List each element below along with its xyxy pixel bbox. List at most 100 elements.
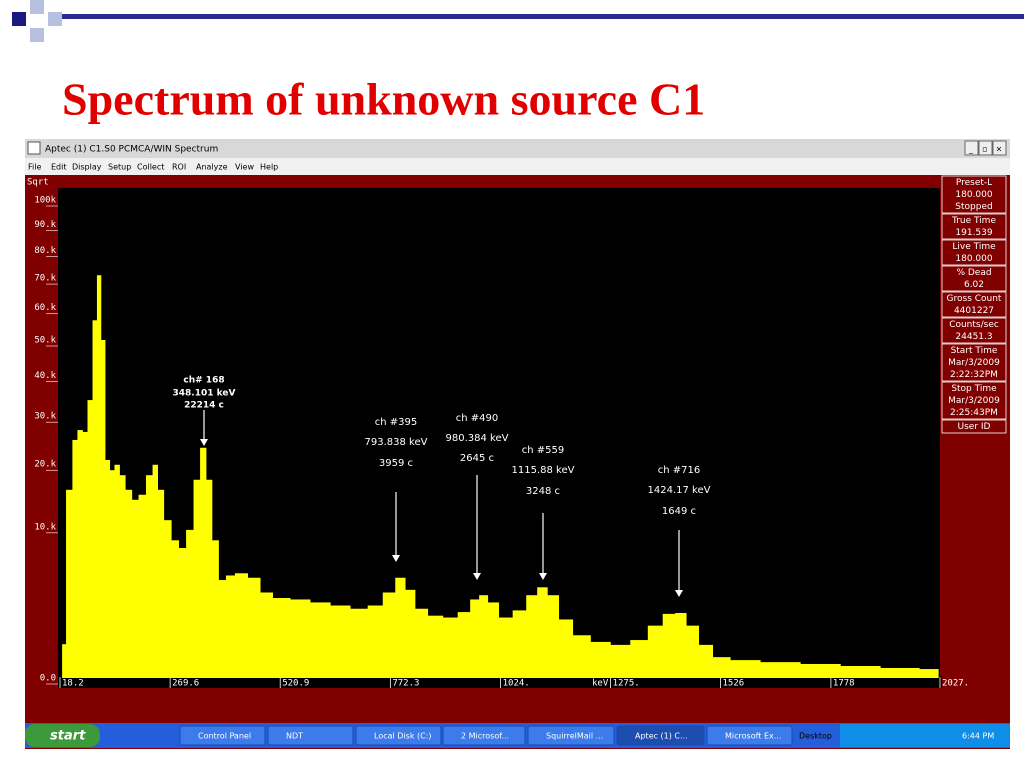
spectrum-bar	[105, 459, 111, 678]
side-text: Mar/3/2009	[948, 396, 1000, 406]
task-button[interactable]	[179, 725, 266, 746]
side-text: 6.02	[964, 280, 984, 290]
arrow-head	[473, 573, 481, 580]
side-text: Stop Time	[951, 384, 997, 394]
spectrum-bar	[72, 439, 78, 678]
task-button[interactable]	[267, 725, 354, 746]
spectrum-bar	[760, 662, 801, 678]
menu-bar	[25, 158, 1010, 175]
side-cell	[941, 343, 1007, 382]
title-bar	[25, 139, 1010, 158]
x-tick-label: 18.2	[62, 679, 84, 689]
start-button[interactable]	[25, 724, 100, 747]
spectrum-bar	[310, 602, 331, 678]
spectrum-bar	[77, 430, 83, 678]
task-button[interactable]	[527, 725, 615, 746]
menu-item[interactable]: Collect	[137, 163, 164, 172]
task-label: Aptec (1) C...	[635, 732, 688, 741]
task-button[interactable]	[355, 725, 442, 746]
annotation-text: ch #490	[456, 413, 498, 424]
spectrum-bar	[610, 644, 631, 678]
spectrum-bar	[260, 592, 273, 678]
menu-item[interactable]: View	[235, 163, 254, 172]
annotation-text: 1424.17 keV	[648, 485, 711, 496]
menu-item[interactable]: Edit	[51, 163, 67, 172]
tray	[840, 724, 1010, 747]
spectrum-bar	[138, 494, 147, 678]
arrow-head	[392, 555, 400, 562]
task-button[interactable]	[442, 725, 526, 746]
menu: File Edit Display Setup Collect ROI Analyze Vie…	[28, 163, 278, 172]
spectrum-bar	[414, 608, 429, 678]
minimize[interactable]	[964, 140, 979, 156]
side-cell	[941, 265, 1007, 292]
x-axis-label: keV	[592, 679, 609, 689]
menu-item[interactable]: Help	[260, 163, 278, 172]
slide-title: Spectrum of unknown source C1	[62, 74, 705, 125]
spectrum-bar	[163, 520, 172, 678]
side-text: Live Time	[952, 242, 996, 252]
spectrum-bar	[152, 464, 159, 678]
task-button[interactable]	[706, 725, 793, 746]
spectrum-bar	[590, 641, 611, 678]
spectrum-bar	[109, 470, 115, 678]
menu-item[interactable]: File	[28, 163, 41, 172]
spectrum-bar	[526, 595, 538, 678]
side-cell	[941, 317, 1007, 344]
spectrum-bar	[96, 275, 102, 678]
menu-item[interactable]: Display	[72, 163, 102, 172]
side-cell	[941, 213, 1007, 240]
spectrum-bar	[234, 573, 249, 678]
restore[interactable]	[978, 140, 993, 156]
side-text: 2:22:32PM	[950, 370, 998, 380]
restore-glyph: ▫	[982, 145, 987, 154]
x-tick-label: 772.3	[392, 679, 419, 689]
side-text: Stopped	[955, 202, 992, 212]
spectrum-bar	[712, 657, 731, 678]
y-tick-label: 60.k	[34, 303, 56, 313]
y-tick-label: 90.k	[34, 220, 56, 230]
spectrum-bar	[225, 575, 236, 678]
spectrum-bar	[698, 644, 714, 678]
decor	[30, 28, 44, 42]
y-tick-label: 40.k	[34, 371, 56, 381]
close[interactable]	[992, 140, 1007, 156]
task-button[interactable]	[616, 725, 705, 746]
annotation-text: 2645 c	[460, 453, 494, 464]
side-text: True Time	[951, 216, 996, 226]
x-axis-strip	[58, 676, 942, 688]
annotation-text: 3248 c	[526, 486, 560, 497]
task-label: SquirrelMail ...	[546, 732, 603, 741]
spectrum-bar	[800, 663, 841, 678]
window-title: Aptec (1) C1.S0 PCMCA/WIN Spectrum	[45, 145, 218, 155]
side-text: Preset-L	[956, 178, 992, 188]
spectrum-bar	[630, 640, 649, 678]
x-tick-label: 2027.	[942, 679, 969, 689]
arrow-head	[539, 573, 547, 580]
side-text: Mar/3/2009	[948, 358, 1000, 368]
spectrum-bar	[498, 617, 514, 678]
x-tick-label: 1526	[723, 679, 745, 689]
side-text: % Dead	[956, 268, 991, 278]
menu-item[interactable]: Setup	[108, 163, 131, 172]
spectrum-bar	[100, 340, 106, 678]
spectrum-bar	[730, 660, 761, 678]
side-text: Gross Count	[947, 294, 1002, 304]
arrow-head	[200, 439, 208, 446]
side-text: Counts/sec	[949, 320, 999, 330]
spectrum-bar	[114, 464, 120, 678]
side-cell	[941, 291, 1007, 318]
plot: 0.0 10.k 20.k 30.k 40.k 50.k 60.k 70.k 80.k 90.k 1…	[34, 196, 969, 689]
spectrum-bar	[367, 605, 384, 678]
spectrum-bar	[457, 612, 471, 678]
spectrum-bar	[382, 592, 396, 678]
x-tick-label: 1275.	[613, 679, 640, 689]
spectrum-bar	[662, 613, 676, 678]
spectrum-bar	[186, 529, 194, 678]
minimize-glyph: _	[968, 145, 974, 154]
menu-item[interactable]: Analyze	[196, 163, 228, 172]
menu-item[interactable]: ROI	[172, 163, 186, 172]
side-text: 180.000	[955, 254, 992, 264]
spectrum-bar	[395, 577, 406, 678]
spectrum-bar	[119, 475, 126, 678]
